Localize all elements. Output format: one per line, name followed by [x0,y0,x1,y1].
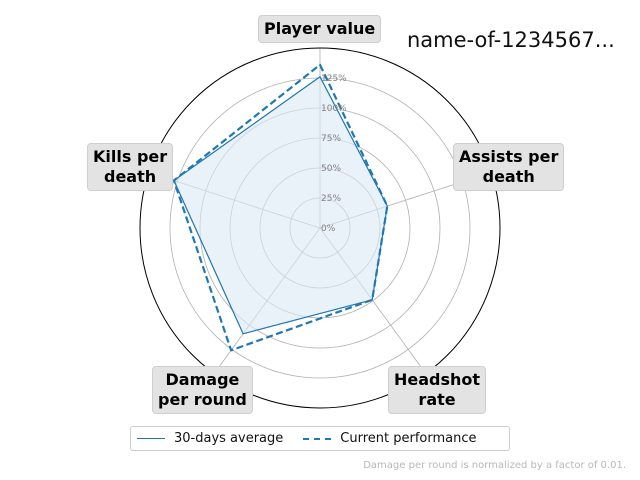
axis-label-player-value: Player value [258,15,382,43]
axis-label-assists-per-death: Assists per death [453,143,565,191]
axis-label-damage-per-round: Damage per round [152,366,253,414]
radial-tick-label: 0% [321,224,336,234]
legend-item-current: Current performance [303,431,477,446]
axis-label-headshot-rate: Headshot rate [388,366,487,414]
polar-frame [139,47,501,409]
chart-title: name-of-1234567... [407,28,615,52]
legend-label-average: 30-days average [174,431,284,446]
radial-tick-label: 50% [321,164,341,174]
legend-swatch-solid [137,438,165,439]
radial-tick-label: 125% [321,74,347,84]
legend-swatch-dashed [303,437,332,440]
series-line-1 [172,63,389,352]
radial-tick-label: 100% [321,104,347,114]
radial-tick-label: 25% [321,194,341,204]
footnote: Damage per round is normalized by a fact… [363,460,626,471]
legend-item-average: 30-days average [137,431,283,446]
axis-label-kills-per-death: Kills per death [87,143,174,191]
legend: 30-days average Current performance [130,426,510,451]
series-fill-0 [173,76,388,334]
radial-tick-label: 75% [321,134,341,144]
legend-label-current: Current performance [340,431,477,446]
